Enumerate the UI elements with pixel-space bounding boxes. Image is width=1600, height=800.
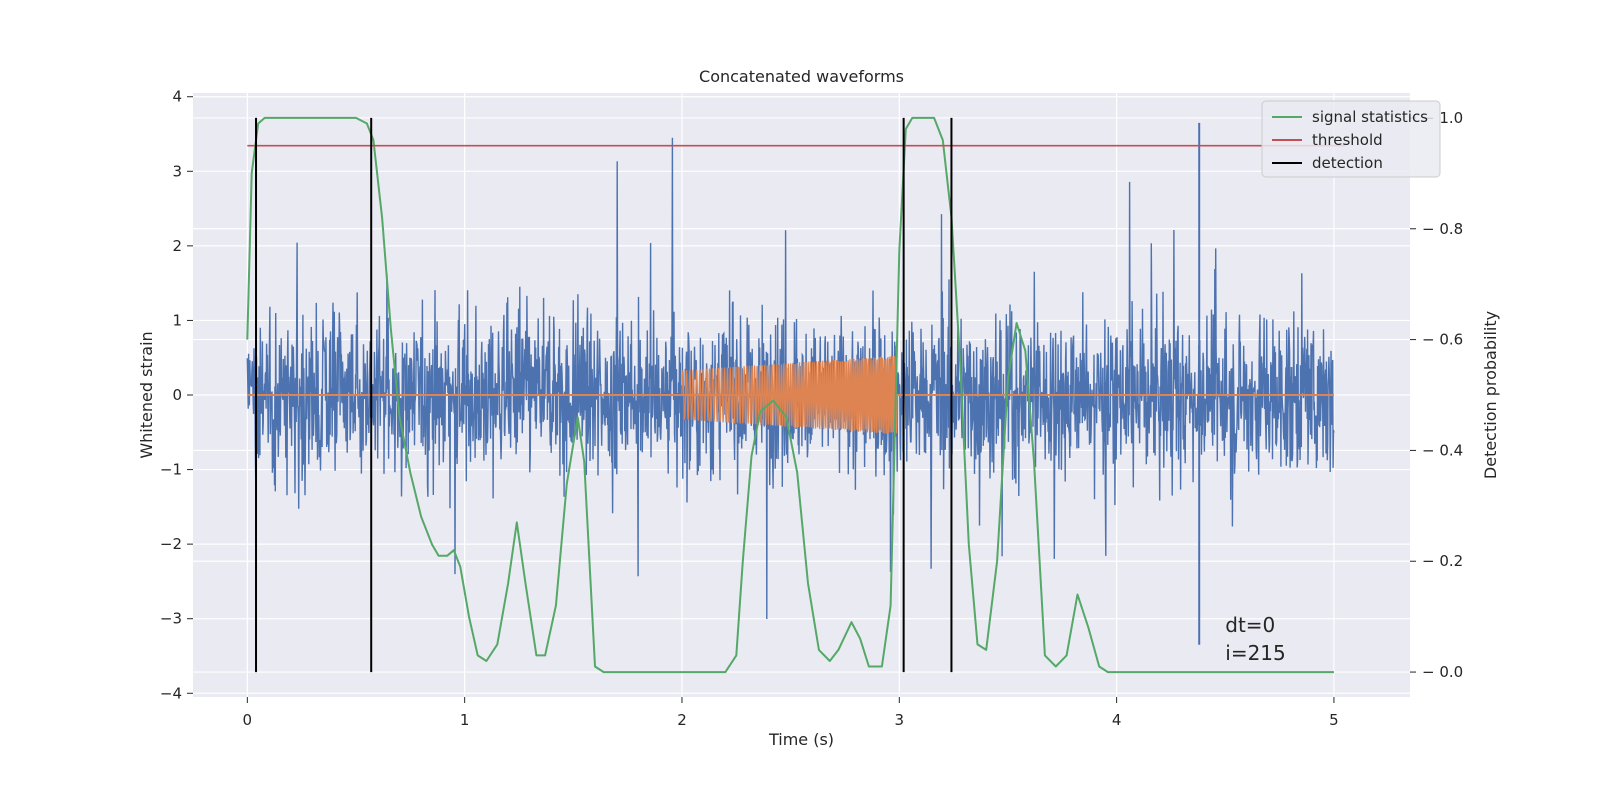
y-tick-label: 1: [172, 311, 182, 329]
y2-axis-label: Detection probability: [1481, 311, 1500, 479]
injection-series: [247, 356, 1334, 434]
x-tick-label: 0: [243, 711, 253, 729]
injection-line: [681, 356, 898, 434]
y2-tick-label: − 0.4: [1422, 441, 1463, 459]
annotation: dt=0 i=215: [1225, 613, 1286, 665]
annotation-dt: dt=0: [1225, 613, 1275, 637]
y2-tick-label: − 0.6: [1422, 331, 1463, 349]
x-tick-label: 3: [895, 711, 905, 729]
x-tick-label: 2: [677, 711, 687, 729]
y-tick-label: −1: [160, 461, 182, 479]
signal-statistics-line: [246, 116, 1334, 674]
legend-label: threshold: [1312, 131, 1383, 149]
y2-tick-label: − 0.2: [1422, 552, 1463, 570]
y-tick-label: 4: [172, 88, 182, 106]
x-tick-label: 1: [460, 711, 470, 729]
y-tick-label: −4: [160, 684, 182, 702]
axes: 0 1 2 3 4 5 −4 −3 −2 −1 0 1 2 3 4 − 0.0 − 0.2 − 0.4 − 0.6 −…: [160, 88, 1463, 729]
chart-title: Concatenated waveforms: [699, 67, 904, 86]
legend: signal statistics threshold detection: [1261, 100, 1441, 178]
legend-box: [1261, 100, 1441, 178]
x-tick-label: 5: [1329, 711, 1339, 729]
y-tick-label: 3: [172, 162, 182, 180]
x-axis-label: Time (s): [768, 730, 834, 749]
y2-tick-label: − 0.8: [1422, 220, 1463, 238]
y2-tick-label: − 0.0: [1422, 663, 1463, 681]
x-tick-label: 4: [1112, 711, 1122, 729]
legend-label: signal statistics: [1312, 108, 1428, 126]
signal-statistics-series: [246, 116, 1334, 674]
y-tick-label: 0: [172, 386, 182, 404]
y-tick-label: 2: [172, 237, 182, 255]
y-axis-label: Whitened strain: [137, 331, 156, 458]
y-tick-label: −2: [160, 535, 182, 553]
detection-series: [255, 117, 953, 673]
legend-label: detection: [1312, 154, 1383, 172]
annotation-index: i=215: [1225, 641, 1286, 665]
y-tick-label: −3: [160, 610, 182, 628]
